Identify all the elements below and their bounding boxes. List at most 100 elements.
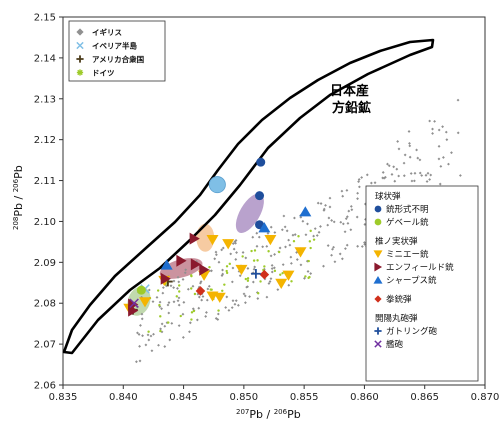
britain-point <box>431 127 434 131</box>
britain-point <box>458 174 462 177</box>
britain-point <box>177 324 181 328</box>
britain-point <box>281 263 285 267</box>
legend-top-label: イギリス <box>92 27 122 37</box>
britain-point <box>216 312 220 316</box>
y-tick-label: 2.11 <box>34 176 56 187</box>
britain-point <box>137 333 141 336</box>
britain-point <box>244 256 248 260</box>
britain-point <box>439 164 443 168</box>
britain-point <box>418 171 422 175</box>
data-point-marker <box>199 263 210 276</box>
britain-point <box>233 302 237 306</box>
britain-point <box>136 331 139 335</box>
britain-point <box>441 125 445 129</box>
britain-point <box>397 147 401 151</box>
britain-point <box>231 299 235 303</box>
legend-bottom-label: ミニエー銃 <box>386 249 429 260</box>
britain-point <box>287 238 291 242</box>
britain-point <box>270 264 274 267</box>
legend-top-label: アメリカ合衆国 <box>92 54 145 64</box>
legend-bottom-symbol <box>373 250 383 259</box>
britain-point <box>319 202 323 205</box>
britain-point <box>160 322 164 326</box>
legend-bottom-label: エンフィールド銃 <box>386 262 454 273</box>
britain-point <box>199 280 203 284</box>
britain-point <box>402 161 406 165</box>
britain-point <box>303 276 306 280</box>
britain-point <box>345 188 349 192</box>
germany-point <box>277 250 281 254</box>
britain-point <box>273 231 277 234</box>
legend-bottom-symbol <box>374 205 382 213</box>
britain-point <box>333 260 337 264</box>
britain-point <box>287 283 291 287</box>
data-point-marker <box>251 268 261 279</box>
germany-point <box>263 265 266 268</box>
britain-point <box>392 165 396 169</box>
germany-point <box>246 279 250 282</box>
data-point-marker <box>264 235 277 246</box>
data-point-marker <box>256 157 266 167</box>
germany-point <box>290 280 293 283</box>
britain-point <box>340 257 344 261</box>
britain-point <box>255 231 259 235</box>
britain-point <box>327 216 331 220</box>
britain-point <box>168 338 172 342</box>
britain-point <box>324 203 327 207</box>
britain-point <box>205 311 208 314</box>
data-point-marker <box>138 297 151 308</box>
britain-point <box>447 162 450 166</box>
britain-point <box>360 245 364 248</box>
britain-point <box>138 344 141 348</box>
data-point-marker <box>282 270 295 281</box>
britain-point <box>339 220 343 224</box>
y-tick-label: 2.14 <box>34 53 56 64</box>
britain-point <box>408 141 411 145</box>
britain-point <box>161 286 165 290</box>
germany-point <box>307 259 310 263</box>
britain-point <box>412 179 416 183</box>
britain-point <box>205 298 209 302</box>
data-point-marker <box>195 286 206 296</box>
germany-point <box>156 289 160 292</box>
britain-point <box>257 235 261 239</box>
germany-point <box>147 330 150 333</box>
britain-point <box>267 282 271 285</box>
britain-point <box>159 327 162 331</box>
britain-point <box>344 217 348 221</box>
germany-point <box>228 262 231 266</box>
britain-point <box>147 288 151 292</box>
britain-point <box>191 284 195 288</box>
britain-point <box>381 171 385 174</box>
britain-point <box>437 128 441 132</box>
britain-point <box>331 247 334 251</box>
legend-top-label: ドイツ <box>92 69 115 78</box>
britain-point <box>304 233 308 237</box>
britain-point <box>299 215 303 219</box>
britain-point <box>306 270 310 273</box>
britain-point <box>456 98 460 102</box>
legend-top-symbol <box>76 28 84 36</box>
britain-point <box>135 360 138 364</box>
britain-point <box>181 278 185 281</box>
britain-point <box>261 245 265 249</box>
britain-point <box>363 242 367 246</box>
germany-point <box>244 277 248 281</box>
britain-point <box>236 303 240 307</box>
britain-point <box>255 244 259 248</box>
britain-point <box>345 215 349 219</box>
britain-point <box>330 219 334 222</box>
britain-point <box>138 359 142 363</box>
data-point-marker <box>136 285 146 295</box>
x-label-sup: 207 <box>236 408 249 416</box>
britain-point <box>428 178 432 181</box>
germany-point <box>256 259 259 262</box>
germany-point <box>190 287 193 290</box>
germany-point <box>281 271 284 275</box>
britain-point <box>289 261 293 265</box>
britain-point <box>424 173 428 177</box>
data-point-marker <box>255 191 265 201</box>
britain-point <box>393 179 397 183</box>
britain-point <box>410 179 414 183</box>
germany-point <box>190 311 194 314</box>
